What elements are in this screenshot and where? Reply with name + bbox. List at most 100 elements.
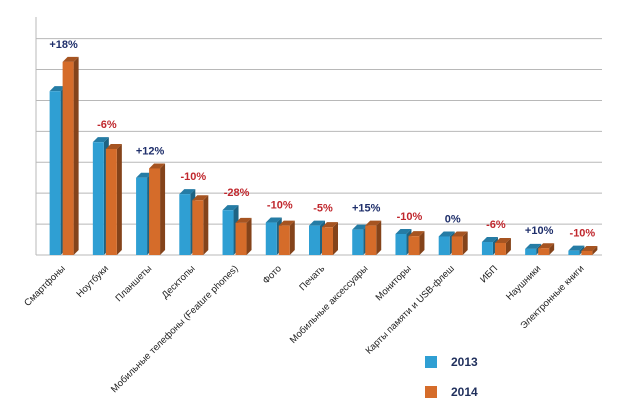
category-label: Ноутбуки: [74, 263, 110, 299]
bar-front: [581, 250, 593, 255]
category-label: Наушники: [504, 263, 543, 302]
bar-2014-3: [149, 163, 166, 255]
bar-side: [376, 220, 382, 255]
bar-front: [365, 225, 377, 255]
category-label: Планшеты: [113, 263, 154, 304]
bar-front: [538, 248, 550, 255]
legend-label-2014: 2014: [451, 385, 478, 399]
bar-top: [451, 231, 468, 237]
bar-top: [92, 137, 109, 143]
legend-swatch-2013: [425, 356, 437, 368]
bar-top: [438, 231, 455, 237]
change-label: -28%: [224, 187, 250, 199]
bar-front: [438, 236, 450, 255]
bar-side: [419, 231, 425, 255]
bar-front: [136, 177, 148, 255]
bar-top: [49, 86, 66, 92]
bar-top: [581, 245, 598, 251]
bar-2014-11: [494, 237, 511, 255]
bar-front: [322, 227, 333, 255]
change-label: +12%: [136, 145, 165, 157]
change-label: +10%: [525, 225, 554, 237]
bar-top: [278, 220, 295, 226]
category-label: Мобильные аксессуары: [288, 263, 371, 346]
bar-2014-9: [408, 231, 425, 255]
bar-front: [494, 242, 506, 255]
bar-top: [62, 56, 79, 62]
bar-top: [481, 237, 498, 243]
bar-top: [265, 217, 282, 223]
bar-front: [179, 194, 191, 255]
bar-front: [222, 210, 234, 255]
bar-front: [235, 222, 247, 255]
category-label: Смартфоны: [22, 263, 68, 309]
bar-top: [222, 205, 239, 211]
bar-top: [395, 228, 412, 234]
bar-2014-6: [278, 220, 295, 255]
bar-2014-7: [322, 222, 338, 255]
bar-top: [179, 189, 196, 195]
bar-side: [289, 220, 295, 255]
bar-side: [549, 243, 555, 255]
bar-side: [462, 231, 468, 255]
bar-2014-2: [105, 143, 122, 255]
bar-side: [116, 143, 122, 255]
change-label: -6%: [486, 219, 506, 231]
change-label: -10%: [397, 211, 423, 223]
bar-top: [408, 231, 425, 237]
bar-side: [333, 222, 338, 255]
bar-front: [105, 148, 117, 255]
bars: [49, 56, 598, 256]
bar-2014-13: [581, 245, 598, 255]
category-label: ИБП: [478, 263, 500, 285]
bar-2014-10: [451, 231, 468, 255]
bar-top: [309, 220, 325, 226]
change-annotations: +18% -6% +12% -10% -28% -10% -5% +15% -10% 0% -6% +…: [49, 39, 595, 240]
change-label: +15%: [352, 203, 381, 215]
change-label: -10%: [180, 171, 206, 183]
change-label: -10%: [267, 200, 293, 212]
bar-top: [538, 243, 555, 249]
change-label: -10%: [570, 228, 596, 240]
bar-2013-13: [568, 245, 585, 255]
bar-top: [105, 143, 122, 149]
category-label: Фото: [261, 263, 284, 286]
legend-label-2013: 2013: [451, 355, 478, 369]
bar-front: [149, 168, 161, 255]
bar-top: [352, 224, 369, 230]
bar-front: [92, 142, 104, 255]
category-label: Мониторы: [374, 263, 414, 303]
bar-2014-4: [192, 195, 209, 255]
bar-top: [149, 163, 166, 169]
bar-2014-1: [62, 56, 79, 256]
bar-front: [481, 242, 493, 255]
legend-item-2014: 2014: [425, 385, 545, 399]
bar-2014-12: [538, 243, 555, 255]
bar-front: [568, 250, 580, 255]
bar-side: [246, 217, 252, 255]
category-label: Карты памяти и USB-флеш: [364, 263, 457, 356]
bar-top: [235, 217, 252, 223]
bar-side: [592, 245, 598, 255]
bar-top: [136, 172, 153, 178]
bar-side: [73, 56, 79, 256]
bar-top: [525, 243, 542, 249]
bar-front: [525, 248, 537, 255]
legend-item-2013: 2013: [425, 355, 545, 369]
bar-top: [365, 220, 382, 226]
category-label: Десктопы: [160, 263, 198, 301]
category-label: Печать: [297, 263, 327, 293]
bar-2014-5: [235, 217, 252, 255]
bar-front: [451, 236, 463, 255]
bar-side: [579, 245, 585, 255]
bar-front: [62, 61, 74, 256]
bar-top: [568, 245, 585, 251]
change-label: 0%: [445, 213, 461, 225]
legend: 2013 2014: [425, 355, 545, 415]
bar-side: [203, 195, 209, 255]
bar-front: [352, 229, 364, 255]
bar-top: [322, 222, 338, 228]
change-label: -5%: [313, 203, 333, 215]
change-label: +18%: [49, 39, 78, 51]
bar-top: [494, 237, 511, 243]
